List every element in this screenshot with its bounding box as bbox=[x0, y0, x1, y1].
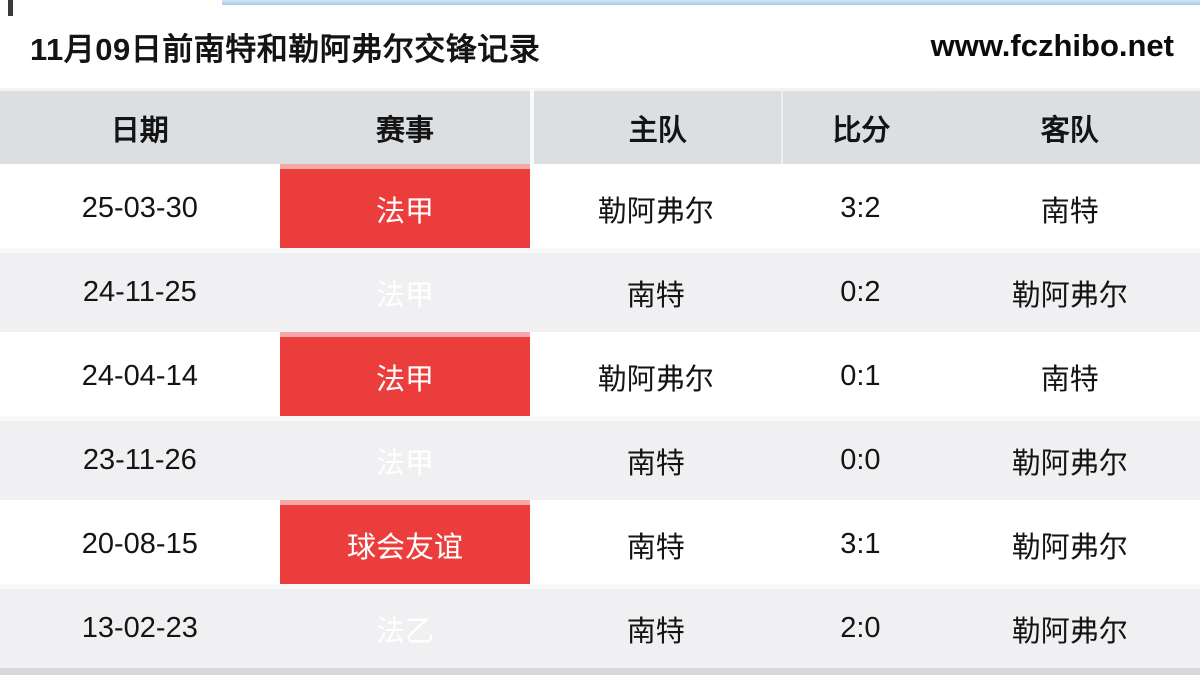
match-date: 25-03-30 bbox=[0, 164, 280, 248]
match-home-team: 南特 bbox=[530, 584, 782, 668]
match-competition: 法甲 bbox=[279, 332, 531, 416]
match-competition: 法甲 bbox=[279, 164, 531, 248]
match-away-team: 勒阿弗尔 bbox=[939, 500, 1200, 584]
match-history-table: 日期 赛事 主队 比分 客队 25-03-30 法甲 勒阿弗尔 3:2 南特 2… bbox=[0, 88, 1200, 668]
match-competition: 球会友谊 bbox=[279, 500, 531, 584]
match-home-team: 勒阿弗尔 bbox=[530, 164, 782, 248]
match-score: 3:2 bbox=[781, 164, 940, 248]
column-header-home-team: 主队 bbox=[530, 88, 782, 164]
match-competition: 法甲 bbox=[279, 416, 531, 500]
table-row: 20-08-15 球会友谊 南特 3:1 勒阿弗尔 bbox=[0, 500, 1200, 584]
table-row: 25-03-30 法甲 勒阿弗尔 3:2 南特 bbox=[0, 164, 1200, 248]
match-date: 24-11-25 bbox=[0, 248, 280, 332]
column-header-date: 日期 bbox=[0, 88, 280, 164]
match-date: 23-11-26 bbox=[0, 416, 280, 500]
match-home-team: 南特 bbox=[530, 416, 782, 500]
corner-mark bbox=[8, 0, 13, 16]
match-score: 0:0 bbox=[781, 416, 940, 500]
title-bar: 11月09日前南特和勒阿弗尔交锋记录 www.fczhibo.net bbox=[0, 0, 1200, 88]
bottom-edge bbox=[0, 668, 1200, 675]
page-title: 11月09日前南特和勒阿弗尔交锋记录 bbox=[30, 31, 541, 67]
match-away-team: 勒阿弗尔 bbox=[939, 248, 1200, 332]
match-away-team: 南特 bbox=[939, 164, 1200, 248]
column-header-competition: 赛事 bbox=[279, 88, 531, 164]
match-date: 13-02-23 bbox=[0, 584, 280, 668]
column-header-score: 比分 bbox=[781, 88, 940, 164]
match-home-team: 南特 bbox=[530, 248, 782, 332]
match-competition: 法甲 bbox=[279, 248, 531, 332]
match-date: 20-08-15 bbox=[0, 500, 280, 584]
match-score: 2:0 bbox=[781, 584, 940, 668]
table-row: 23-11-26 法甲 南特 0:0 勒阿弗尔 bbox=[0, 416, 1200, 500]
top-blue-edge bbox=[222, 0, 1200, 5]
match-score: 3:1 bbox=[781, 500, 940, 584]
match-away-team: 勒阿弗尔 bbox=[939, 584, 1200, 668]
header-row: 日期 赛事 主队 比分 客队 bbox=[0, 88, 1200, 164]
table-row: 24-04-14 法甲 勒阿弗尔 0:1 南特 bbox=[0, 332, 1200, 416]
column-header-away-team: 客队 bbox=[939, 88, 1200, 164]
match-home-team: 南特 bbox=[530, 500, 782, 584]
match-away-team: 勒阿弗尔 bbox=[939, 416, 1200, 500]
match-score: 0:2 bbox=[781, 248, 940, 332]
table-row: 24-11-25 法甲 南特 0:2 勒阿弗尔 bbox=[0, 248, 1200, 332]
site-url: www.fczhibo.net bbox=[930, 28, 1174, 63]
match-away-team: 南特 bbox=[939, 332, 1200, 416]
match-score: 0:1 bbox=[781, 332, 940, 416]
table-row: 13-02-23 法乙 南特 2:0 勒阿弗尔 bbox=[0, 584, 1200, 668]
match-home-team: 勒阿弗尔 bbox=[530, 332, 782, 416]
match-date: 24-04-14 bbox=[0, 332, 280, 416]
match-competition: 法乙 bbox=[279, 584, 531, 668]
